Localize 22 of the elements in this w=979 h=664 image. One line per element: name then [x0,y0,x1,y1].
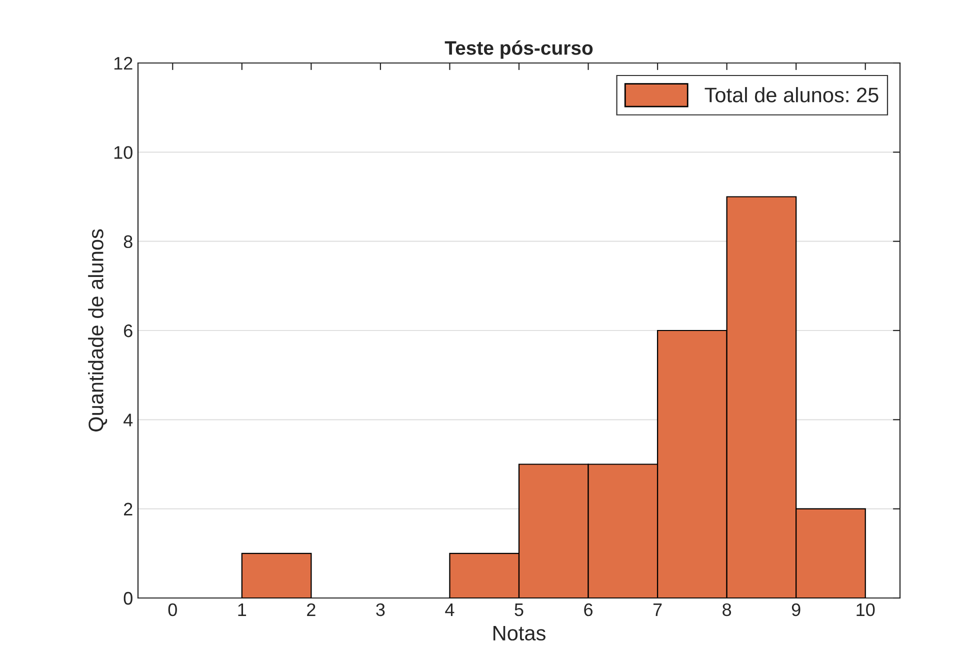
x-tick-label: 6 [584,603,592,616]
x-tick-label: 4 [445,604,454,616]
chart-title: Teste pós-curso [444,40,593,59]
x-tick-label: 9 [792,603,800,616]
y-tick-label: 12 [114,56,132,70]
legend-label: Total de alunos: 25 [704,87,878,102]
y-tick-label: 0 [124,592,132,605]
y-tick-label: 10 [114,146,132,159]
y-axis-title: Quantidade de alunos [88,229,108,432]
y-tick-label: 2 [124,502,132,516]
x-axis-title: Notas [494,626,546,641]
x-tick-label: 3 [376,603,385,616]
x-tick-label: 10 [856,603,875,616]
x-tick-label: 0 [168,603,177,616]
y-tick-label: 6 [124,324,132,338]
x-tick-label: 8 [722,603,732,616]
x-tick-label: 1 [238,604,246,616]
x-tick-label: 5 [514,604,524,616]
x-tick-label: 2 [307,603,316,616]
y-tick-label: 8 [124,235,132,248]
y-tick-label: 4 [124,414,133,426]
x-tick-label: 7 [653,604,662,616]
